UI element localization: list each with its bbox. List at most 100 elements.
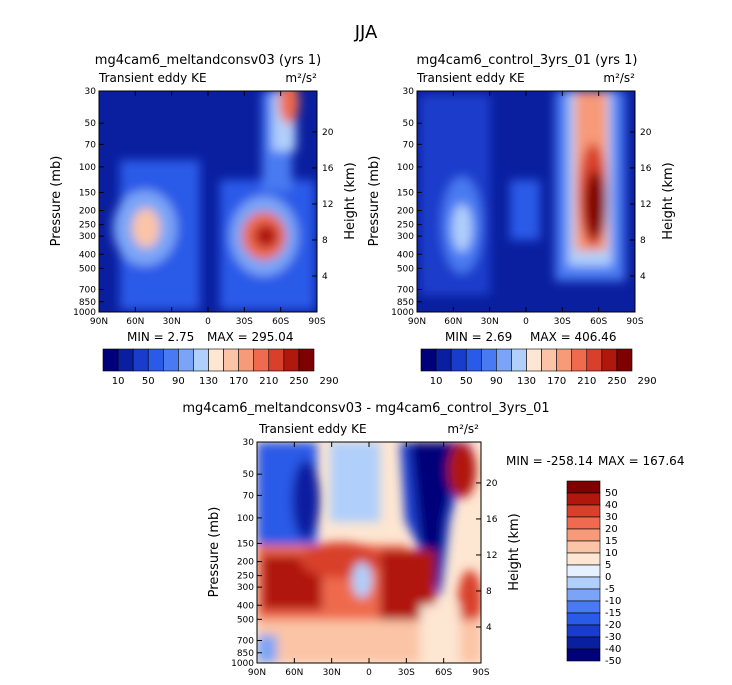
colorbar-swatch	[193, 348, 209, 372]
panel-2-colorbar: 10 50 90 130 170 210 250 290	[420, 348, 657, 387]
colorbar-swatch	[298, 348, 315, 372]
colorbar-label: 210	[259, 376, 278, 387]
y-tick-label: 30	[403, 87, 415, 97]
colorbar-swatch	[571, 348, 588, 372]
y2-tick-label: 12	[486, 551, 497, 561]
panel-3-field-11	[352, 562, 372, 598]
y2-tick-label: 8	[486, 587, 492, 597]
colorbar-swatch	[566, 648, 601, 662]
panel-3-field-3	[330, 442, 380, 522]
panel-1-field-4	[132, 208, 160, 248]
colorbar-swatch	[132, 348, 149, 372]
x-tick-label: 30N	[323, 668, 341, 678]
x-tick-label: 30S	[236, 317, 253, 327]
y-tick-label: 500	[397, 264, 414, 274]
panel-1-min: MIN = 2.75	[127, 330, 194, 344]
colorbar-swatch	[511, 348, 527, 372]
panel-2-max: MAX = 406.46	[530, 330, 616, 344]
panel-2-ylabel: Pressure (mb)	[367, 156, 382, 247]
panel-3-y2label: Height (km)	[507, 513, 522, 590]
colorbar-label: 30	[605, 512, 618, 523]
colorbar-label: 20	[605, 524, 618, 535]
colorbar-label: 170	[547, 376, 566, 387]
colorbar-swatch	[541, 348, 557, 372]
colorbar-swatch	[147, 348, 164, 372]
y2-tick-label: 4	[322, 272, 328, 282]
colorbar-label: 290	[638, 376, 657, 387]
colorbar-swatch	[566, 564, 601, 578]
y-tick-label: 700	[237, 637, 254, 647]
colorbar-label: 10	[430, 376, 443, 387]
panel-3-field-6	[448, 442, 476, 498]
colorbar-swatch	[566, 612, 601, 626]
y-tick-label: 70	[85, 140, 97, 150]
colorbar-label: -40	[605, 644, 621, 655]
y-tick-label: 700	[397, 286, 414, 296]
colorbar-label: 15	[605, 536, 618, 547]
colorbar-label: -20	[605, 620, 621, 631]
colorbar-swatch	[480, 348, 497, 372]
colorbar-swatch	[566, 516, 601, 530]
colorbar-swatch	[283, 348, 300, 372]
panel-3-title: mg4cam6_meltandconsv03 - mg4cam6_control…	[182, 401, 549, 416]
panel-1-axes: 90N 60N 30N 0 30S 60S 90S 30 50 70 100 150 200 250300…	[73, 87, 334, 327]
y-tick-label: 850	[237, 649, 254, 659]
colorbar-label: 250	[289, 376, 308, 387]
colorbar-label: 10	[605, 548, 618, 559]
colorbar-swatch	[238, 348, 255, 372]
panel-3-axes: 90N 60N 30N 0 30S 60S 90S 30 50 70 100 150 200 250300…	[231, 438, 498, 678]
y2-tick-label: 4	[486, 623, 492, 633]
y-tick-label: 150	[237, 539, 254, 549]
x-tick-label: 60S	[272, 317, 289, 327]
x-tick-label: 30N	[481, 317, 499, 327]
colorbar-label: 170	[229, 376, 248, 387]
colorbar-swatch	[566, 636, 601, 650]
x-tick-label: 60N	[285, 668, 303, 678]
x-tick-label: 90N	[90, 317, 108, 327]
colorbar-swatch	[435, 348, 452, 372]
colorbar-label: 40	[605, 500, 618, 511]
x-tick-label: 90N	[408, 317, 426, 327]
x-tick-label: 30S	[398, 668, 415, 678]
panel-3: mg4cam6_meltandconsv03 - mg4cam6_control…	[182, 401, 684, 678]
y-tick-label: 300	[397, 232, 414, 242]
panel-1: mg4cam6_meltandconsv03 (yrs 1) Transient…	[49, 53, 358, 344]
y-tick-label: 150	[79, 188, 96, 198]
x-tick-label: 90S	[626, 317, 643, 327]
panel-2-field-3	[452, 204, 472, 252]
colorbar-swatch	[117, 348, 134, 372]
y-tick-label: 70	[243, 491, 255, 501]
colorbar-swatch	[526, 348, 542, 372]
panel-3-min: MIN = -258.14	[506, 454, 593, 468]
colorbar-swatch	[496, 348, 512, 372]
colorbar-label: 210	[577, 376, 596, 387]
panel-1-field-10	[279, 91, 299, 124]
y-tick-label: 1000	[73, 308, 96, 318]
panel-2-field-4	[510, 180, 540, 240]
x-tick-label: 90S	[472, 668, 489, 678]
colorbar-swatch	[566, 552, 601, 566]
y2-tick-label: 16	[486, 515, 498, 525]
colorbar-label: 130	[199, 376, 218, 387]
x-tick-label: 60N	[444, 317, 462, 327]
y-tick-label: 250	[237, 572, 254, 582]
y-tick-label: 400	[79, 250, 96, 260]
y2-tick-label: 8	[322, 236, 328, 246]
y2-tick-label: 16	[640, 164, 652, 174]
y2-tick-label: 4	[640, 272, 646, 282]
y-tick-label: 30	[243, 438, 255, 448]
x-tick-label: 60S	[590, 317, 607, 327]
x-tick-label: 0	[366, 668, 372, 678]
x-tick-label: 30N	[163, 317, 181, 327]
y2-tick-label: 12	[322, 200, 333, 210]
panel-2-axes: 90N 60N 30N 0 30S 60S 90S 30 50 70 100 150 200 250300…	[391, 87, 652, 327]
panel-1-title: mg4cam6_meltandconsv03 (yrs 1)	[95, 53, 321, 68]
y-tick-label: 400	[237, 601, 254, 611]
colorbar-swatch	[566, 540, 601, 554]
colorbar-swatch	[586, 348, 603, 372]
panel-1-ylabel: Pressure (mb)	[49, 156, 64, 247]
colorbar-label: -30	[605, 632, 621, 643]
y-tick-label: 100	[397, 163, 414, 173]
panel-3-subtitle: Transient eddy KE	[258, 422, 367, 436]
